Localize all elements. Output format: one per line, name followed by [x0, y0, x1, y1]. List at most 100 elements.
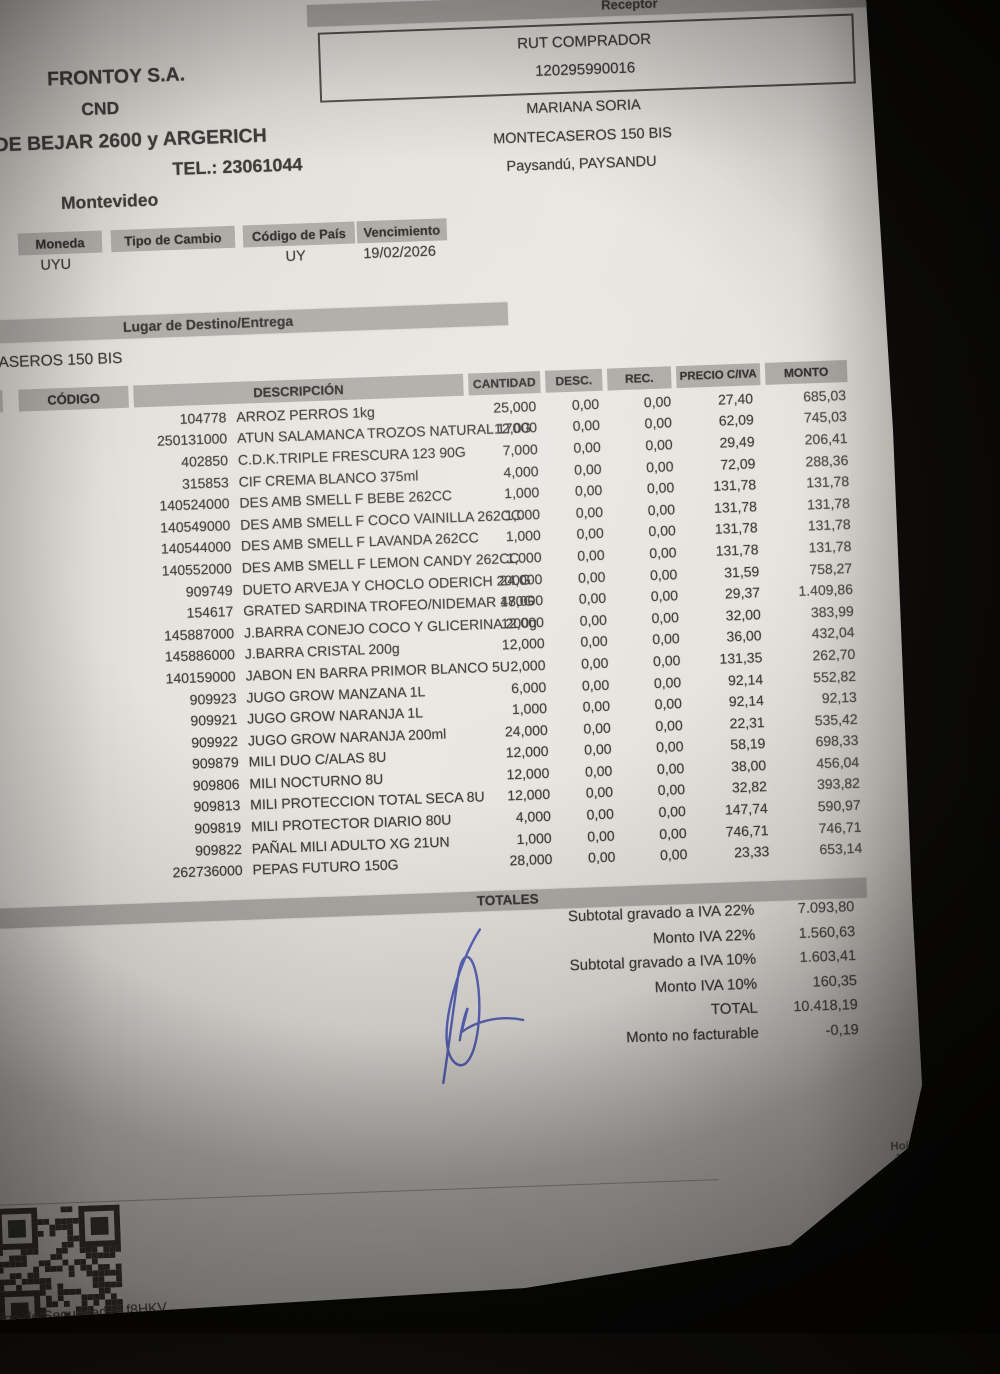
item-cantidad: 12,000 [500, 613, 545, 632]
item-precio: 746,71 [725, 821, 769, 840]
item-monto: 698,33 [815, 732, 859, 750]
item-rec: 0,00 [647, 500, 676, 518]
item-cantidad: 12,000 [505, 743, 549, 761]
item-precio: 131,78 [714, 519, 758, 538]
item-desc: 0,00 [583, 740, 612, 758]
item-cantidad: 1,000 [505, 527, 542, 545]
item-rec: 0,00 [659, 846, 688, 864]
seller-branch: CND [80, 97, 120, 120]
items-header-precio: PRECIO C/IVA [675, 363, 761, 389]
items-header-monto: MONTO [764, 359, 848, 385]
item-monto: 653,14 [819, 840, 863, 858]
item-desc: 0,00 [573, 438, 601, 456]
receptor-name: MARIANA SORIA [526, 97, 641, 118]
seller-name: FRONTOY S.A. [46, 63, 186, 91]
item-desc: 0,00 [580, 633, 608, 651]
item-rec: 0,00 [652, 630, 680, 648]
paper-sheet: FRONTOY S.A. CND E DE BEJAR 2600 y ARGER… [0, 0, 922, 1320]
item-precio: 27,40 [717, 390, 754, 408]
item-desc: 0,00 [582, 697, 611, 715]
item-precio: 147,74 [724, 800, 768, 818]
receptor-address: MONTECASEROS 150 BIS [492, 125, 673, 148]
item-monto: 758,27 [809, 559, 853, 577]
item-cantidad: 48,000 [500, 592, 544, 610]
item-monto: 1.409,86 [798, 581, 854, 599]
item-cantidad: 25,000 [493, 397, 537, 416]
item-desc: 0,00 [572, 417, 601, 435]
item-desc: 0,00 [587, 827, 615, 845]
item-monto: 590,97 [817, 796, 861, 815]
item-precio: 29,49 [719, 433, 755, 451]
item-desc: 0,00 [571, 395, 600, 413]
item-precio: 32,82 [731, 778, 768, 796]
item-codigo: 262736000 [172, 862, 243, 881]
item-desc: 0,00 [586, 805, 615, 823]
hoja-value: 1/2 [895, 1152, 912, 1165]
items-header-cantidad: CANTIDAD [467, 370, 541, 396]
item-desc: 0,00 [573, 460, 602, 478]
meta-header-vencimiento: Vencimiento [356, 218, 448, 244]
totals-line-value: 1.603,41 [799, 948, 857, 967]
item-monto: 535,42 [814, 710, 858, 729]
item-rec: 0,00 [643, 393, 672, 411]
item-rec: 0,00 [645, 436, 673, 454]
item-rec: 0,00 [655, 716, 683, 734]
item-desc: 0,00 [585, 784, 614, 802]
seller-phone: TEL.: 23061044 [172, 154, 303, 179]
item-descripcion: PEPAS FUTURO 150G [252, 856, 399, 878]
item-precio: 32,00 [725, 605, 762, 624]
totals-line-value: 7.093,80 [797, 899, 855, 918]
meta-header-moneda: Moneda [17, 230, 103, 256]
totals-line-label: Monto no facturable [625, 1024, 760, 1047]
rut-value: 120295990016 [534, 59, 636, 80]
item-desc: 0,00 [583, 719, 612, 737]
item-desc: 0,00 [576, 525, 605, 543]
item-monto: 393,82 [816, 775, 861, 793]
meta-value-vencimiento: 19/02/2026 [363, 243, 437, 263]
hoja-label: Hoja [890, 1140, 916, 1153]
item-cantidad: 28,000 [509, 851, 553, 869]
item-desc: 0,00 [578, 589, 607, 607]
item-cantidad: 1,000 [516, 829, 552, 847]
item-rec: 0,00 [646, 479, 675, 497]
item-rec: 0,00 [648, 522, 677, 540]
item-cantidad: 4,000 [503, 462, 539, 480]
item-desc: 0,00 [587, 848, 616, 866]
items-header-iva: A [0, 390, 4, 415]
item-rec: 0,00 [644, 414, 673, 432]
totals-line-label: Monto IVA 22% [652, 926, 756, 947]
item-monto: 131,78 [806, 494, 851, 513]
item-rec: 0,00 [645, 457, 674, 475]
item-precio: 131,78 [715, 541, 759, 559]
item-desc: 0,00 [577, 568, 606, 586]
item-monto: 92,13 [821, 688, 858, 707]
rut-box [317, 13, 856, 103]
item-rec: 0,00 [657, 781, 686, 799]
item-cantidad: 1,000 [504, 505, 541, 524]
item-monto: 745,03 [803, 408, 848, 426]
destination-value: CASEROS 150 BIS [0, 349, 123, 372]
item-precio: 131,35 [719, 649, 763, 667]
totals-line-label: Monto IVA 10% [654, 975, 758, 997]
item-precio: 23,33 [733, 843, 770, 861]
item-cantidad: 2,000 [510, 656, 546, 675]
item-desc: 0,00 [580, 654, 609, 672]
item-precio: 72,09 [720, 454, 756, 473]
destination-bar: Lugar de Destino/Entrega [0, 302, 509, 347]
item-rec: 0,00 [653, 673, 682, 691]
totals-line-label: TOTAL [710, 999, 759, 1019]
item-cantidad: 24,000 [499, 570, 543, 589]
item-rec: 0,00 [649, 565, 678, 583]
item-rec: 0,00 [656, 759, 685, 777]
meta-value-codigo-pais: UY [285, 248, 307, 265]
item-monto: 746,71 [818, 818, 862, 836]
item-cantidad: 7,000 [502, 441, 539, 459]
item-monto: 262,70 [812, 645, 856, 664]
invoice-photo: FRONTOY S.A. CND E DE BEJAR 2600 y ARGER… [0, 0, 1000, 1333]
item-precio: 31,59 [723, 562, 760, 581]
destination-title: Lugar de Destino/Entrega [122, 312, 294, 335]
item-precio: 131,78 [713, 498, 758, 516]
item-desc: 0,00 [579, 611, 608, 629]
